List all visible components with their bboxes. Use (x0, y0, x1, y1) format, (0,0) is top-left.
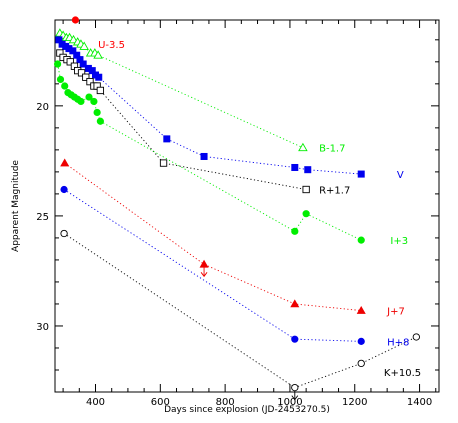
data-point-k-10-5 (291, 383, 299, 392)
y-axis-title: Apparent Magnitude (11, 160, 21, 252)
data-point-j-7 (290, 299, 300, 308)
upper-limit-arrowhead (200, 272, 208, 278)
data-point-h-8 (357, 337, 365, 345)
x-tick-label: 600 (151, 397, 170, 408)
series-label: U-3.5 (98, 40, 125, 51)
series-markers (53, 16, 420, 401)
series-label: J+7 (386, 307, 405, 318)
series-line-h-8 (63, 189, 362, 342)
data-point-i-3 (291, 227, 299, 235)
data-point-r-1-7 (66, 58, 74, 66)
series-annotations: U-3.5 B-1.7 V R+1.7 I+3 J+7 H+8 K+10.5 (98, 40, 421, 379)
series-label: K+10.5 (384, 368, 421, 379)
data-point-v (291, 163, 299, 171)
data-point-v (163, 135, 171, 143)
series-label: V (397, 170, 404, 181)
series-lines (57, 32, 417, 389)
data-point-i-3 (56, 75, 65, 84)
data-point-i-3 (93, 108, 101, 117)
data-point-j-7 (199, 259, 209, 268)
upper-limit-arrowhead (291, 395, 299, 401)
data-point-i-3 (90, 97, 98, 106)
data-point-v (79, 60, 87, 68)
data-point-i-3 (96, 117, 104, 125)
data-point-r-1-7 (159, 159, 168, 167)
data-point-r-1-7 (82, 73, 90, 81)
data-point-k-10-5 (60, 229, 68, 238)
x-tick-label: 1200 (342, 397, 367, 408)
x-tick-label: 1000 (277, 397, 302, 408)
data-point-i-3 (77, 97, 85, 106)
data-point-r-1-7 (86, 77, 94, 86)
data-point-i-3 (357, 236, 365, 244)
data-point-v (69, 47, 77, 55)
data-point-i-3 (61, 82, 69, 90)
data-point-v (95, 73, 103, 81)
data-point-i-3 (302, 210, 310, 218)
axis-ticks: 400 600 800 1000 1200 1400 20 25 30 (36, 20, 439, 408)
series-label: R+1.7 (319, 185, 350, 196)
y-tick-label: 25 (36, 212, 49, 223)
y-tick-label: 30 (36, 322, 49, 333)
series-line-k-10-5 (63, 233, 417, 389)
data-point-i-3 (53, 60, 62, 68)
data-point-k-10-5 (412, 333, 420, 341)
data-point-k-10-5 (357, 359, 365, 368)
data-point-b-1-7 (298, 142, 308, 152)
series-line-v (58, 39, 362, 175)
data-point-r-1-7 (302, 185, 310, 194)
series-label: I+3 (390, 236, 408, 247)
plot-frame (54, 19, 440, 393)
series-label: H+8 (387, 337, 409, 348)
y-tick-label: 20 (36, 102, 49, 113)
data-point-b-1-7 (79, 41, 89, 50)
data-point-v (357, 170, 365, 178)
x-tick-label: 800 (216, 397, 235, 408)
series-line-b-1-7 (59, 32, 304, 149)
series-label: B-1.7 (319, 144, 345, 155)
data-point-j-7 (356, 305, 366, 314)
data-point-i-3 (85, 93, 93, 101)
x-tick-label: 400 (86, 397, 105, 408)
data-point-r-1-7 (77, 69, 86, 77)
data-point-j-7 (60, 158, 70, 167)
x-axis-title: Days since explosion (JD-2453270.5) (164, 405, 330, 415)
data-point-v (304, 166, 312, 174)
data-point-u-3-5 (71, 16, 80, 24)
x-tick-label: 1400 (407, 397, 432, 408)
data-point-b-1-7 (93, 50, 103, 59)
data-point-v (200, 152, 208, 160)
data-point-h-8 (291, 335, 299, 343)
data-point-h-8 (60, 185, 68, 194)
data-point-r-1-7 (96, 86, 105, 95)
